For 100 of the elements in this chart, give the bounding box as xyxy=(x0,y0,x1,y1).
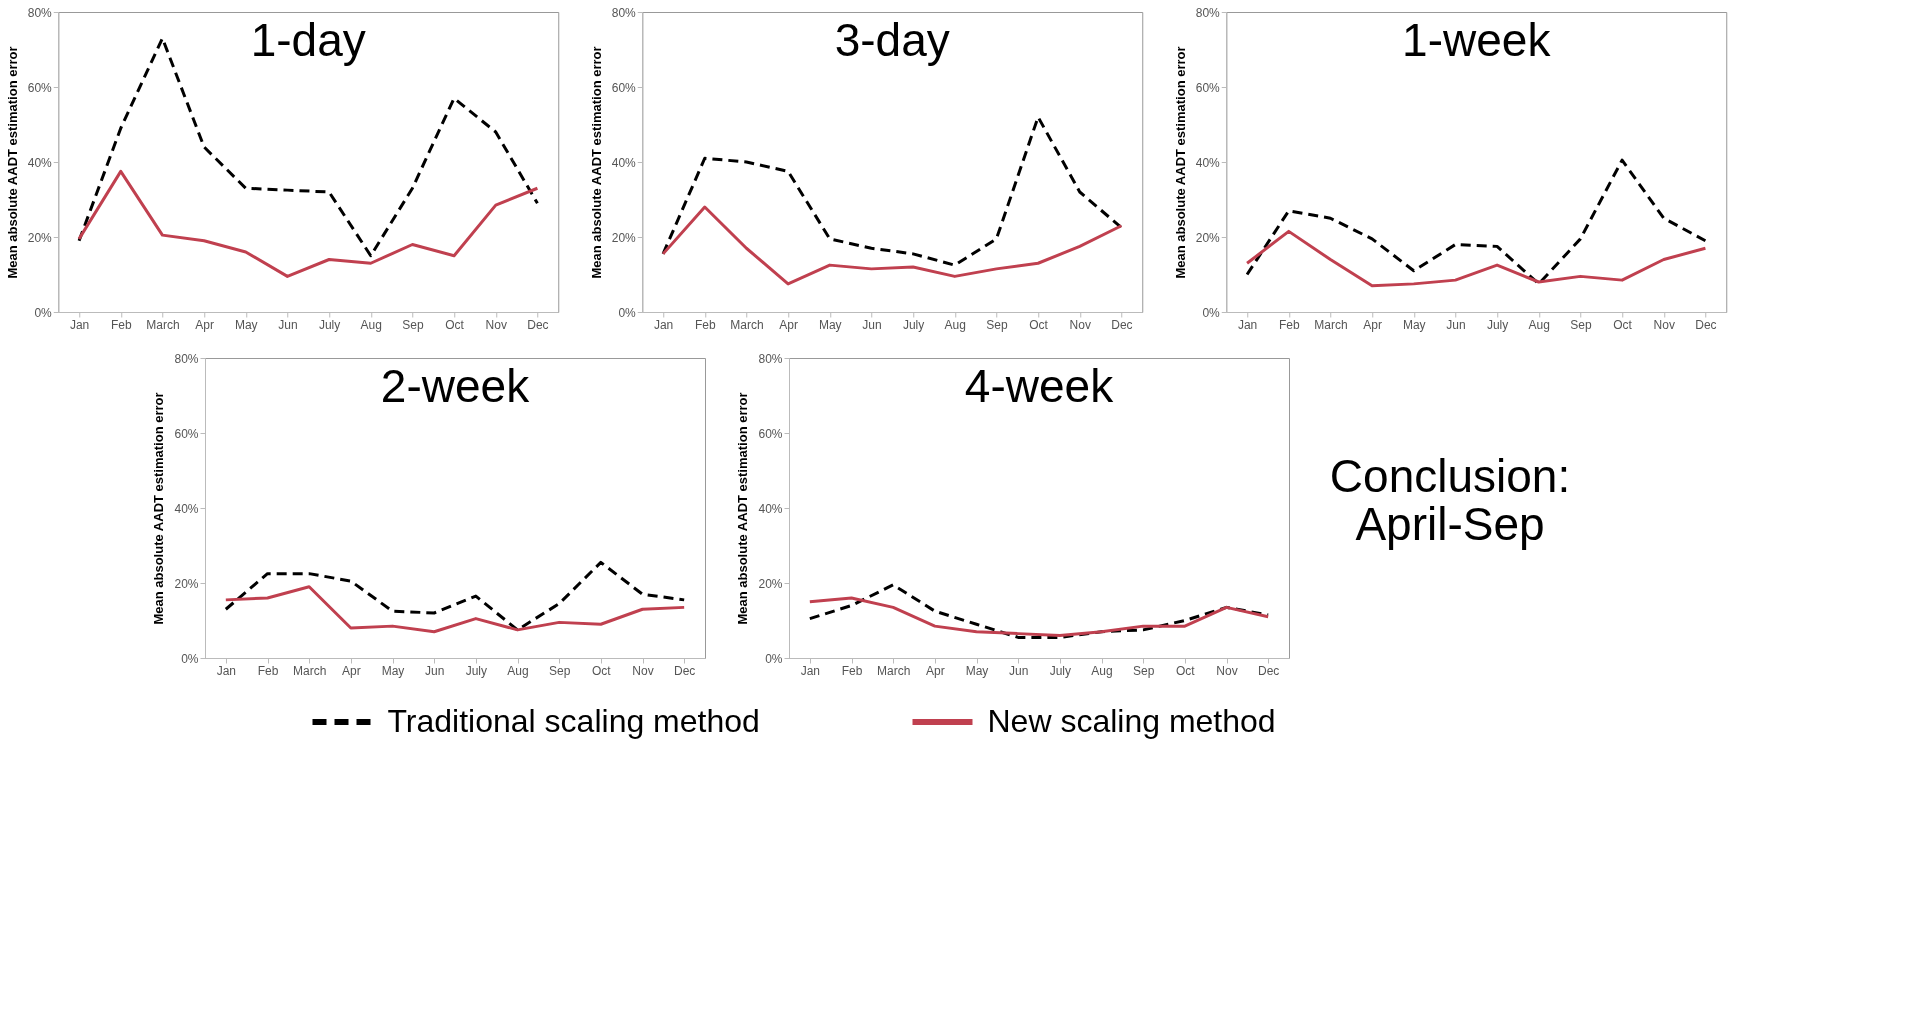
x-tick-label: Jan xyxy=(800,663,821,678)
x-tick-label: Sep xyxy=(402,317,424,332)
y-tick-label: 0% xyxy=(34,305,53,320)
x-tick-label: July xyxy=(465,663,488,678)
x-tick-label: March xyxy=(876,663,911,678)
chart-title: 4-week xyxy=(964,360,1115,412)
x-tick-label: July xyxy=(902,317,925,332)
x-tick-label: Aug xyxy=(1528,317,1550,332)
x-tick-label: Oct xyxy=(592,663,612,678)
x-tick-label: Aug xyxy=(507,663,529,678)
line-series xyxy=(661,205,1123,286)
x-tick-label: Feb xyxy=(694,317,716,332)
y-axis-title: Mean absolute AADT estimation error xyxy=(735,392,751,625)
y-tick-label: 40% xyxy=(758,501,783,516)
chart-title: 3-day xyxy=(834,14,950,66)
x-tick-label: May xyxy=(818,317,842,332)
x-tick-label: Jan xyxy=(216,663,237,678)
x-tick-label: May xyxy=(234,317,258,332)
y-tick-label: 60% xyxy=(758,426,783,441)
y-tick-label: 60% xyxy=(611,80,637,95)
x-tick-label: Feb xyxy=(110,317,132,332)
y-tick-label: 80% xyxy=(611,5,637,20)
chart-title: 2-week xyxy=(380,360,531,412)
line-series xyxy=(224,585,686,634)
chart-title: 1-week xyxy=(1402,14,1552,66)
x-tick-label: Sep xyxy=(1570,317,1592,332)
x-tick-label: July xyxy=(318,317,341,332)
x-tick-label: March xyxy=(1314,317,1348,332)
x-tick-label: Nov xyxy=(1653,317,1675,332)
x-tick-label: Sep xyxy=(548,663,571,678)
y-tick-label: 60% xyxy=(174,426,199,441)
y-tick-label: 60% xyxy=(27,80,53,95)
x-tick-label: Sep xyxy=(1132,663,1155,678)
y-tick-label: 40% xyxy=(174,501,199,516)
legend-label: New scaling method xyxy=(987,703,1276,739)
y-tick-label: 80% xyxy=(758,351,783,366)
x-tick-label: Apr xyxy=(779,317,798,332)
x-tick-label: July xyxy=(1049,663,1072,678)
x-tick-label: May xyxy=(381,663,405,678)
x-tick-label: Jun xyxy=(278,317,298,332)
x-tick-label: March xyxy=(146,317,180,332)
x-tick-label: Feb xyxy=(257,663,279,678)
line-series xyxy=(77,169,539,278)
text: Conclusion: April-Sep xyxy=(1329,450,1571,550)
x-tick-label: July xyxy=(1486,317,1509,332)
x-tick-label: Jun xyxy=(862,317,882,332)
line-series xyxy=(808,596,1270,637)
y-tick-label: 20% xyxy=(174,576,199,591)
x-tick-label: Feb xyxy=(1278,317,1300,332)
x-tick-label: Dec xyxy=(673,663,696,678)
x-tick-label: Nov xyxy=(1216,663,1238,678)
x-tick-label: Nov xyxy=(1069,317,1091,332)
x-tick-label: Oct xyxy=(1176,663,1196,678)
x-tick-label: Nov xyxy=(632,663,654,678)
x-tick-label: March xyxy=(730,317,764,332)
line-series xyxy=(1245,229,1707,288)
legend-label: Traditional scaling method xyxy=(387,703,760,739)
y-tick-label: 80% xyxy=(27,5,53,20)
y-tick-label: 0% xyxy=(618,305,637,320)
x-tick-label: Jan xyxy=(653,317,674,332)
line-series xyxy=(1245,158,1707,286)
x-tick-label: Jun xyxy=(424,663,445,678)
x-tick-label: Oct xyxy=(1029,317,1049,332)
y-axis-title: Mean absolute AADT estimation error xyxy=(1172,46,1188,279)
y-tick-label: 20% xyxy=(1195,230,1221,245)
x-tick-label: Aug xyxy=(1091,663,1113,678)
x-tick-label: Apr xyxy=(925,663,945,678)
y-tick-label: 40% xyxy=(611,155,637,170)
x-tick-label: Jun xyxy=(1008,663,1029,678)
line-series xyxy=(808,583,1270,639)
x-tick-label: Jan xyxy=(1237,317,1258,332)
y-axis-title: Mean absolute AADT estimation error xyxy=(151,392,167,625)
x-tick-label: Apr xyxy=(1363,317,1382,332)
x-tick-label: Apr xyxy=(341,663,361,678)
x-tick-label: Aug xyxy=(360,317,382,332)
x-tick-label: Dec xyxy=(527,317,549,332)
y-axis-title: Mean absolute AADT estimation error xyxy=(4,46,20,279)
x-tick-label: Aug xyxy=(944,317,966,332)
line-series xyxy=(661,115,1123,267)
x-tick-label: Apr xyxy=(195,317,214,332)
y-axis-title: Mean absolute AADT estimation error xyxy=(588,46,604,279)
x-tick-label: May xyxy=(1402,317,1426,332)
x-tick-label: Nov xyxy=(485,317,507,332)
y-tick-label: 80% xyxy=(174,351,199,366)
x-tick-label: Jan xyxy=(69,317,90,332)
y-tick-label: 20% xyxy=(611,230,637,245)
x-tick-label: Oct xyxy=(1613,317,1633,332)
y-tick-label: 20% xyxy=(27,230,53,245)
chart-title: 1-day xyxy=(250,14,366,66)
y-tick-label: 0% xyxy=(765,651,783,666)
y-tick-label: 40% xyxy=(27,155,53,170)
x-tick-label: May xyxy=(965,663,989,678)
x-tick-label: Oct xyxy=(445,317,465,332)
x-tick-label: Dec xyxy=(1695,317,1717,332)
x-tick-label: March xyxy=(292,663,327,678)
y-tick-label: 0% xyxy=(181,651,199,666)
x-tick-label: Dec xyxy=(1257,663,1280,678)
x-tick-label: Sep xyxy=(986,317,1008,332)
y-tick-label: 40% xyxy=(1195,155,1221,170)
y-tick-label: 20% xyxy=(758,576,783,591)
